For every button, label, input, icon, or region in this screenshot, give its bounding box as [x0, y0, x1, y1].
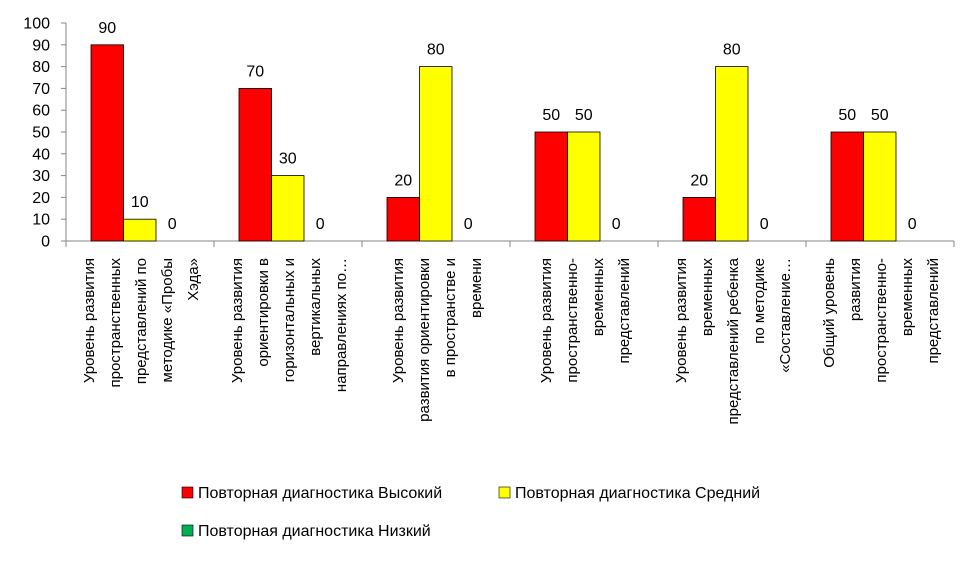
category-label-line: направлениях по…	[333, 258, 350, 392]
data-label: 0	[316, 216, 325, 233]
category-label-line: методике «Пробы	[159, 258, 176, 382]
bar	[567, 131, 601, 242]
category-label-line: Общий уровень	[821, 258, 838, 368]
category-label-line: Уровень развития	[229, 258, 246, 383]
bar	[271, 175, 305, 242]
data-label: 0	[612, 216, 621, 233]
category-label-line: «Составление…	[777, 258, 794, 373]
legend-swatch	[498, 486, 511, 499]
category-label-line: представлений	[616, 258, 633, 364]
data-label: 0	[760, 216, 769, 233]
y-tick-label: 20	[32, 190, 50, 207]
y-tick-label: 10	[32, 212, 50, 229]
data-label: 0	[168, 216, 177, 233]
category-label-line: временных	[699, 258, 716, 337]
legend-label: Повторная диагностика Средний	[515, 485, 760, 502]
legend-label: Повторная диагностика Низкий	[198, 523, 431, 540]
bar	[123, 218, 157, 242]
bar	[830, 131, 864, 242]
bar	[682, 196, 716, 242]
data-label: 80	[723, 42, 741, 59]
data-label: 50	[542, 107, 560, 124]
category-label-line: временных	[899, 258, 916, 337]
category-label-line: Уровень развития	[673, 258, 690, 383]
bar	[715, 66, 749, 242]
bar	[534, 131, 568, 242]
legend-swatch	[181, 524, 194, 537]
data-label: 50	[575, 107, 593, 124]
data-label: 50	[838, 107, 856, 124]
y-tick-label: 70	[32, 81, 50, 98]
category-label-line: представлений ребенка	[725, 257, 742, 424]
y-tick-label: 30	[32, 168, 50, 185]
y-tick-label: 100	[23, 16, 50, 33]
legend-swatch	[181, 486, 194, 499]
category-label-line: Хэда»	[185, 258, 202, 301]
y-tick-label: 90	[32, 37, 50, 54]
data-label: 50	[871, 107, 889, 124]
data-label: 10	[131, 194, 149, 211]
category-label-line: по методике	[751, 258, 768, 344]
data-label: 90	[98, 20, 116, 37]
bar	[238, 88, 272, 242]
category-label-line: пространственно-	[873, 258, 890, 383]
data-label: 0	[908, 216, 917, 233]
bar	[386, 196, 420, 242]
y-tick-label: 40	[32, 146, 50, 163]
category-label-line: Уровень развития	[390, 258, 407, 383]
y-tick-label: 80	[32, 59, 50, 76]
category-label-line: представлений	[925, 258, 942, 364]
data-label: 30	[279, 151, 297, 168]
category-label-line: развития	[847, 258, 864, 321]
category-label-line: представлений по	[133, 258, 150, 384]
y-tick-label: 0	[41, 234, 50, 251]
data-label: 70	[246, 63, 264, 80]
bar	[90, 44, 124, 242]
category-label-line: пространственно-	[564, 258, 581, 383]
bar	[863, 131, 897, 242]
category-label-line: ориентировки в	[255, 258, 272, 367]
category-label-line: пространственных	[107, 258, 124, 388]
category-label-line: Уровень развития	[81, 258, 98, 383]
y-tick-label: 50	[32, 125, 50, 142]
data-label: 0	[464, 216, 473, 233]
category-label-line: вертикальных	[307, 258, 324, 356]
y-tick-label: 60	[32, 103, 50, 120]
legend-label: Повторная диагностика Высокий	[198, 485, 442, 502]
data-label: 20	[690, 172, 708, 189]
category-label-line: горизонтальных и	[281, 258, 298, 382]
data-label: 20	[394, 172, 412, 189]
data-label: 80	[427, 42, 445, 59]
category-label-line: времени	[468, 258, 485, 318]
category-label-line: Уровень развития	[538, 258, 555, 383]
category-label-line: развития ориентировки	[416, 258, 433, 422]
category-label-line: в пространстве и	[442, 258, 459, 377]
bar	[419, 66, 453, 242]
category-label-line: временных	[590, 258, 607, 337]
